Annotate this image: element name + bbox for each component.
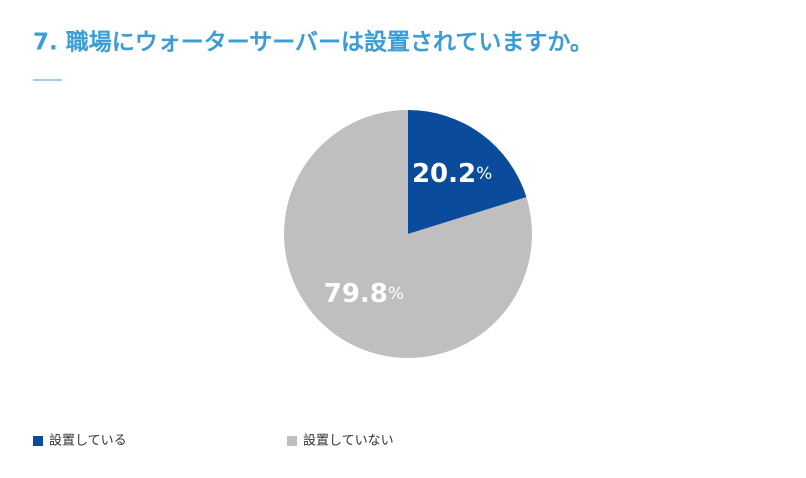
pie-slice xyxy=(408,110,527,234)
legend-swatch xyxy=(287,436,297,446)
value-label: 20.2% xyxy=(412,159,492,189)
legend-label: 設置していない xyxy=(303,433,394,449)
legend-label: 設置している xyxy=(49,433,127,449)
legend-swatch xyxy=(33,436,43,446)
chart-title: 7. 職場にウォーターサーバーは設置されていますか。 xyxy=(33,29,593,56)
value-label: 79.8% xyxy=(324,278,404,308)
pie-slice xyxy=(283,110,532,359)
